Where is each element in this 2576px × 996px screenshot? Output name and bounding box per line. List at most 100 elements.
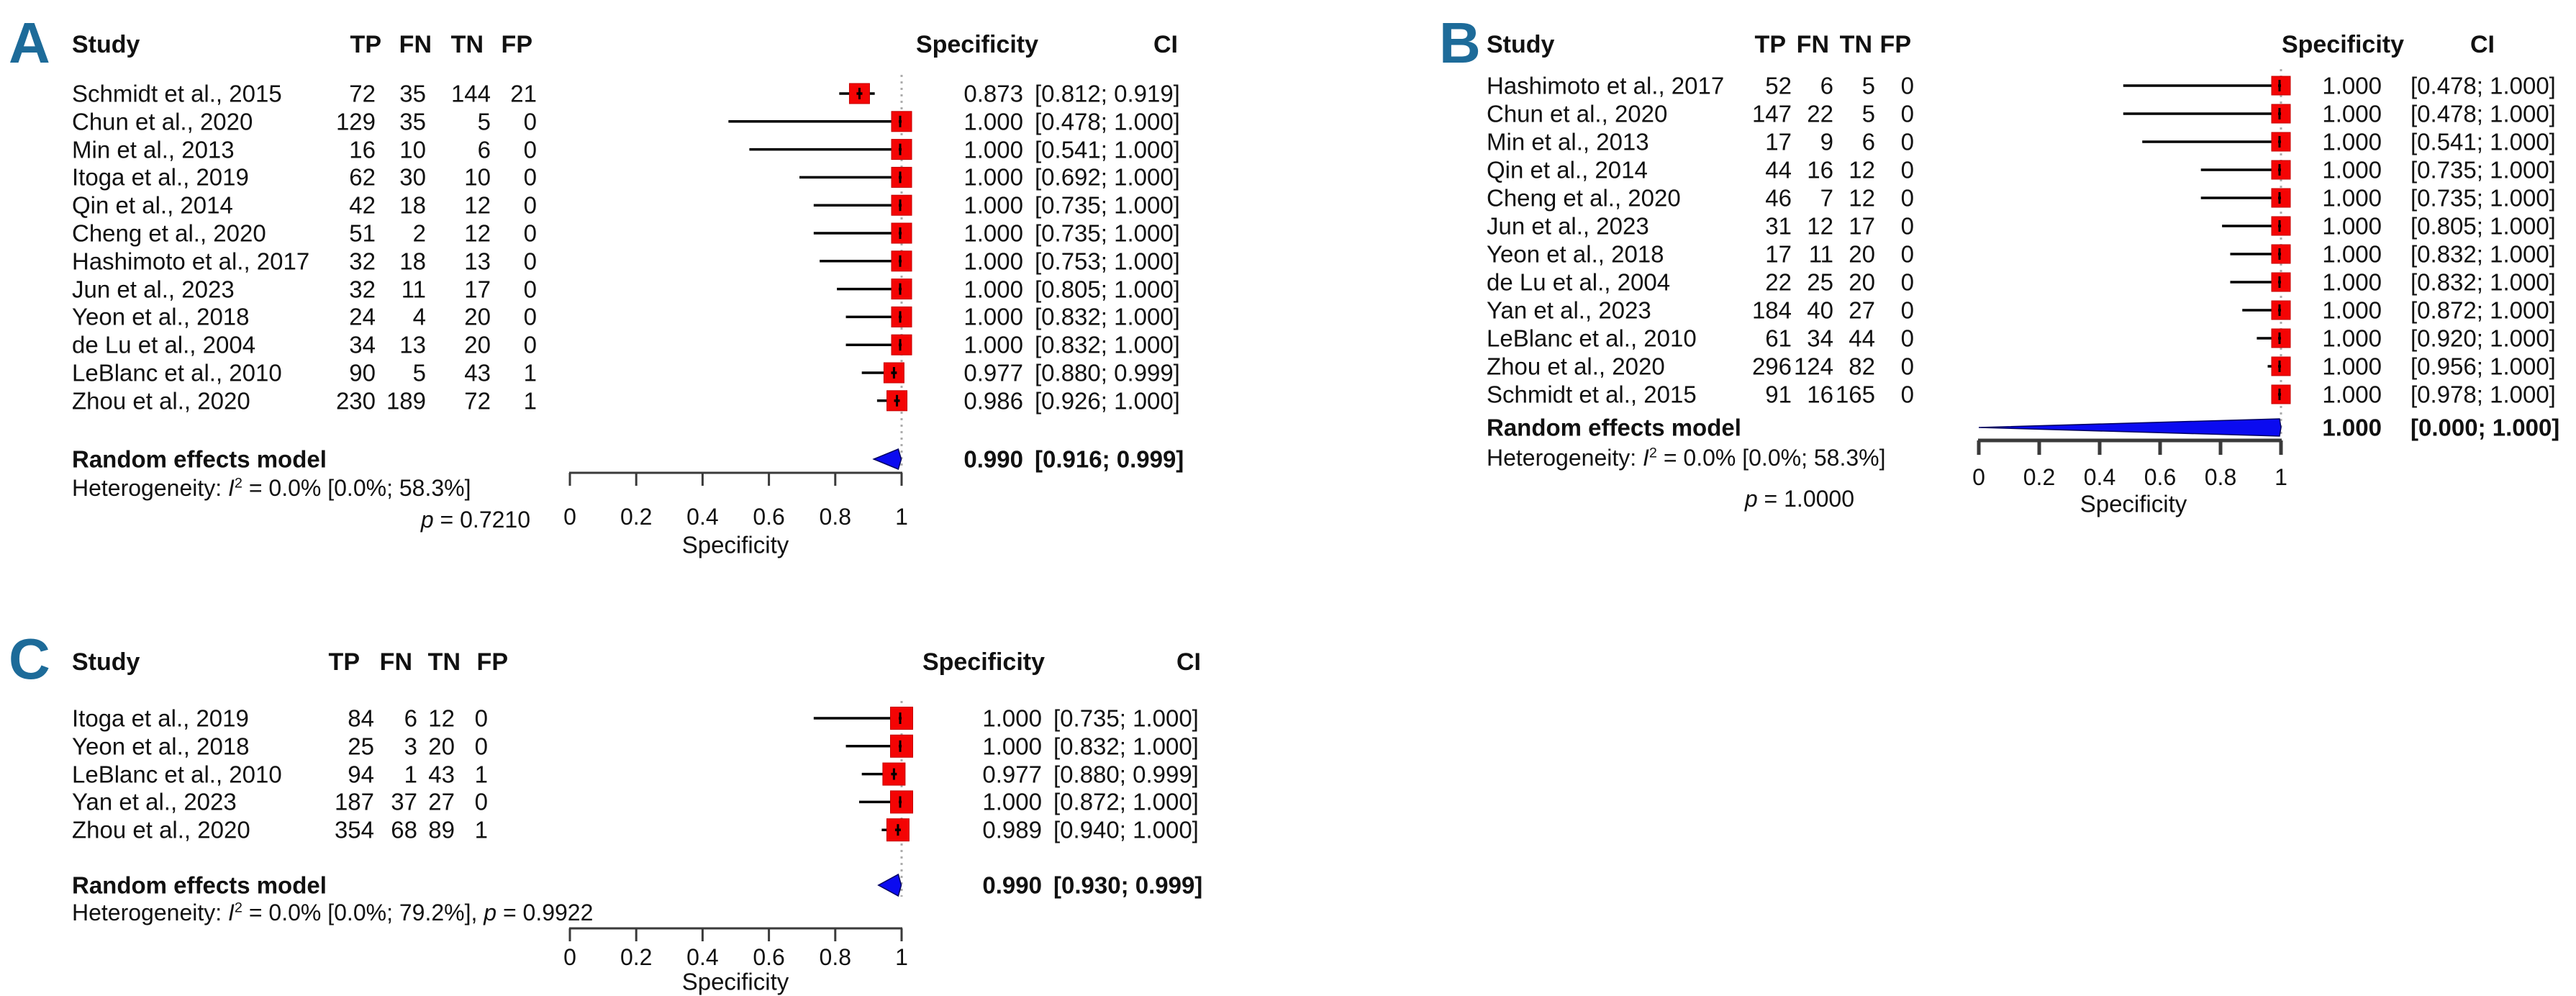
ci-value: [0.812; 0.919]	[1035, 80, 1180, 107]
ci-value: [0.735; 1.000]	[2411, 184, 2556, 212]
column-header-fn: FN	[399, 31, 432, 58]
point-estimate-square	[891, 111, 912, 132]
column-header-tp: TP	[328, 648, 360, 676]
stat-symbol: p	[1744, 486, 1758, 512]
count-cell: 0	[1900, 72, 1914, 99]
count-cell: 0	[523, 108, 537, 135]
ci-value: [0.832; 1.000]	[1053, 733, 1199, 760]
count-cell: 11	[1808, 240, 1833, 268]
study-name: Yeon et al., 2018	[72, 303, 250, 330]
count-cell: 16	[1807, 381, 1833, 408]
count-cell: 32	[349, 248, 376, 275]
count-cell: 20	[1849, 268, 1875, 296]
summary-ci: [0.000; 1.000]	[2411, 414, 2560, 441]
count-cell: 62	[349, 163, 376, 191]
study-name: Chun et al., 2020	[1487, 100, 1668, 127]
count-cell: 0	[1900, 353, 1914, 380]
ci-value: [0.832; 1.000]	[1035, 303, 1180, 330]
specificity-value: 1.000	[963, 136, 1023, 163]
x-axis-tick-label: 0	[563, 944, 576, 970]
count-cell: 12	[428, 705, 455, 732]
specificity-value: 0.986	[963, 387, 1023, 415]
stat-symbol: p	[484, 900, 497, 925]
ci-value: [0.478; 1.000]	[2411, 72, 2556, 99]
x-axis-tick-label: 0.8	[2204, 464, 2237, 490]
ci-value: [0.880; 0.999]	[1053, 761, 1199, 788]
count-cell: 5	[1861, 100, 1875, 127]
study-name: Schmidt et al., 2015	[1487, 381, 1697, 408]
x-axis-tick-label: 1	[895, 504, 908, 530]
panel-label-A: A	[9, 11, 50, 75]
column-header-study: Study	[72, 31, 140, 58]
x-axis-tick-label: 0	[563, 504, 576, 530]
count-cell: 187	[334, 788, 374, 815]
ci-value: [0.805; 1.000]	[2411, 212, 2556, 240]
ci-value: [0.940; 1.000]	[1053, 816, 1199, 843]
count-cell: 5	[1861, 72, 1875, 99]
ci-value: [0.805; 1.000]	[1035, 276, 1180, 303]
summary-diamond	[1978, 418, 2282, 437]
count-cell: 22	[1765, 268, 1792, 296]
specificity-value: 1.000	[963, 163, 1023, 191]
count-cell: 44	[1849, 325, 1875, 352]
ci-value: [0.832; 1.000]	[1035, 331, 1180, 358]
count-cell: 35	[399, 108, 426, 135]
count-cell: 0	[523, 331, 537, 358]
specificity-value: 0.977	[963, 359, 1023, 386]
count-cell: 42	[349, 191, 376, 219]
count-cell: 129	[335, 108, 376, 135]
x-axis-tick-label: 0.4	[686, 504, 719, 530]
study-name: Cheng et al., 2020	[1487, 184, 1681, 212]
count-cell: 10	[464, 163, 491, 191]
point-estimate-square	[2271, 384, 2291, 404]
count-cell: 89	[428, 816, 455, 843]
count-cell: 30	[399, 163, 426, 191]
count-cell: 31	[1765, 212, 1792, 240]
heterogeneity-text: Heterogeneity: I2 = 0.0% [0.0%; 58.3%]	[72, 476, 471, 499]
count-cell: 0	[1900, 128, 1914, 155]
count-cell: 0	[474, 705, 488, 732]
study-name: de Lu et al., 2004	[1487, 268, 1671, 296]
count-cell: 13	[399, 331, 426, 358]
x-axis-tick-label: 0.8	[819, 504, 852, 530]
specificity-value: 1.000	[2322, 296, 2382, 324]
count-cell: 68	[391, 816, 417, 843]
study-name: Hashimoto et al., 2017	[1487, 72, 1725, 99]
x-axis-tick-label: 0.4	[686, 944, 719, 970]
column-header-ci: CI	[1153, 31, 1178, 58]
count-cell: 0	[1900, 156, 1914, 184]
specificity-value: 1.000	[963, 331, 1023, 358]
count-cell: 20	[464, 303, 491, 330]
count-cell: 189	[386, 387, 426, 415]
x-axis-tick-label: 1	[2275, 464, 2287, 490]
count-cell: 90	[349, 359, 376, 386]
summary-ci: [0.916; 0.999]	[1035, 445, 1184, 473]
column-header-tn: TN	[450, 31, 484, 58]
count-cell: 1	[404, 761, 417, 788]
column-header-tp: TP	[1754, 31, 1786, 58]
ci-value: [0.956; 1.000]	[2411, 353, 2556, 380]
summary-specificity: 0.990	[963, 445, 1023, 473]
x-axis-title: Specificity	[681, 968, 789, 995]
count-cell: 12	[464, 219, 491, 247]
count-cell: 0	[523, 136, 537, 163]
count-cell: 124	[1793, 353, 1833, 380]
count-cell: 82	[1849, 353, 1875, 380]
ci-value: [0.478; 1.000]	[1035, 108, 1180, 135]
count-cell: 354	[334, 816, 374, 843]
count-cell: 52	[1765, 72, 1792, 99]
specificity-value: 1.000	[2322, 325, 2382, 352]
ci-value: [0.872; 1.000]	[1053, 788, 1199, 815]
ci-value: [0.753; 1.000]	[1035, 248, 1180, 275]
count-cell: 27	[428, 788, 455, 815]
study-name: Itoga et al., 2019	[72, 705, 249, 732]
count-cell: 72	[349, 80, 376, 107]
count-cell: 20	[464, 331, 491, 358]
count-cell: 6	[1861, 128, 1875, 155]
specificity-value: 1.000	[2322, 240, 2382, 268]
x-axis-tick-label: 0.2	[620, 944, 653, 970]
count-cell: 84	[348, 705, 374, 732]
specificity-value: 1.000	[982, 788, 1042, 815]
